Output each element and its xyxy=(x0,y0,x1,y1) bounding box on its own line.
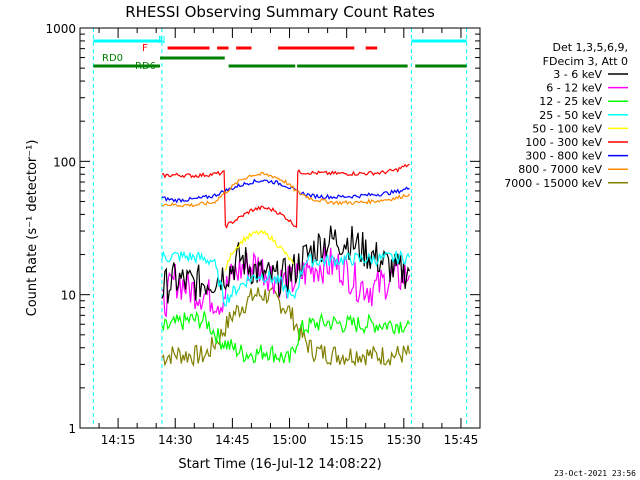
series-25-50-kev-kev xyxy=(161,249,411,307)
series-line xyxy=(161,310,411,364)
legend-label: 300 - 800 keV xyxy=(525,150,602,163)
legend-header-line-1: Det 1,3,5,6,9, xyxy=(552,41,628,54)
legend-label: 50 - 100 keV xyxy=(532,122,602,135)
generation-timestamp: 23-Oct-2021 23:56 xyxy=(554,469,636,478)
status-flag-bars xyxy=(93,46,467,68)
legend-label: 3 - 6 keV xyxy=(553,68,602,81)
series-line xyxy=(224,229,294,271)
series-50-100-kev-kev xyxy=(224,229,294,271)
legend-label: 800 - 7000 keV xyxy=(518,163,602,176)
series-line xyxy=(161,225,411,304)
series-800-7000-kev-kev xyxy=(161,171,410,208)
x-tick-label: 15:00 xyxy=(272,433,307,447)
legend-label: 25 - 50 keV xyxy=(539,109,602,122)
legend-header-line-2: FDecim 3, Att 0 xyxy=(543,55,628,68)
y-tick-label: 100 xyxy=(53,155,76,169)
x-tick-label: 14:15 xyxy=(101,433,136,447)
series-300-800-kev-kev xyxy=(161,178,410,204)
series-line xyxy=(161,249,411,307)
y-tick-label: 1000 xyxy=(45,22,76,36)
x-tick-label: 15:15 xyxy=(329,433,364,447)
series-3-6-kev-kev xyxy=(161,225,411,304)
series-7000-15000-kev-kev xyxy=(161,286,411,368)
legend-label: 12 - 25 keV xyxy=(539,95,602,108)
eclipse-boundary-lines xyxy=(92,28,468,428)
y-axis-ticks: 1 10 100 1000 xyxy=(45,22,480,436)
x-tick-label: 14:30 xyxy=(158,433,193,447)
x-axis-label: Start Time (16-Jul-12 14:08:22) xyxy=(178,457,381,472)
flag-label-night: N xyxy=(158,35,165,46)
y-tick-label: 10 xyxy=(61,289,76,303)
series-line xyxy=(161,178,410,204)
y-tick-label: 1 xyxy=(68,422,76,436)
legend-label: 6 - 12 keV xyxy=(546,82,602,95)
x-axis-ticks: 14:15 14:30 14:45 15:00 15:15 15:30 15:45 xyxy=(98,28,479,447)
series-line xyxy=(161,246,411,318)
series-12-25-kev-kev xyxy=(161,310,411,364)
series-line xyxy=(161,171,410,208)
series-line xyxy=(161,286,411,368)
x-tick-label: 14:45 xyxy=(215,433,250,447)
series-line xyxy=(161,163,410,229)
x-tick-label: 15:45 xyxy=(444,433,479,447)
count-rate-series xyxy=(161,163,411,368)
flag-label-rd0: RD0 xyxy=(102,53,123,64)
flag-label-flare: F xyxy=(142,43,148,54)
flag-label-rd6: RD6 xyxy=(135,61,156,72)
plot-frame xyxy=(79,27,481,429)
legend-label: 100 - 300 keV xyxy=(525,136,602,149)
x-tick-label: 15:30 xyxy=(387,433,422,447)
legend-label: 7000 - 15000 keV xyxy=(504,177,602,190)
series-6-12-kev-kev xyxy=(161,246,411,318)
chart-title: RHESSI Observing Summary Count Rates xyxy=(125,3,435,21)
y-axis-label: Count Rate (s⁻¹ detector⁻¹) xyxy=(25,140,40,317)
series-100-300-kev-kev xyxy=(161,163,410,229)
